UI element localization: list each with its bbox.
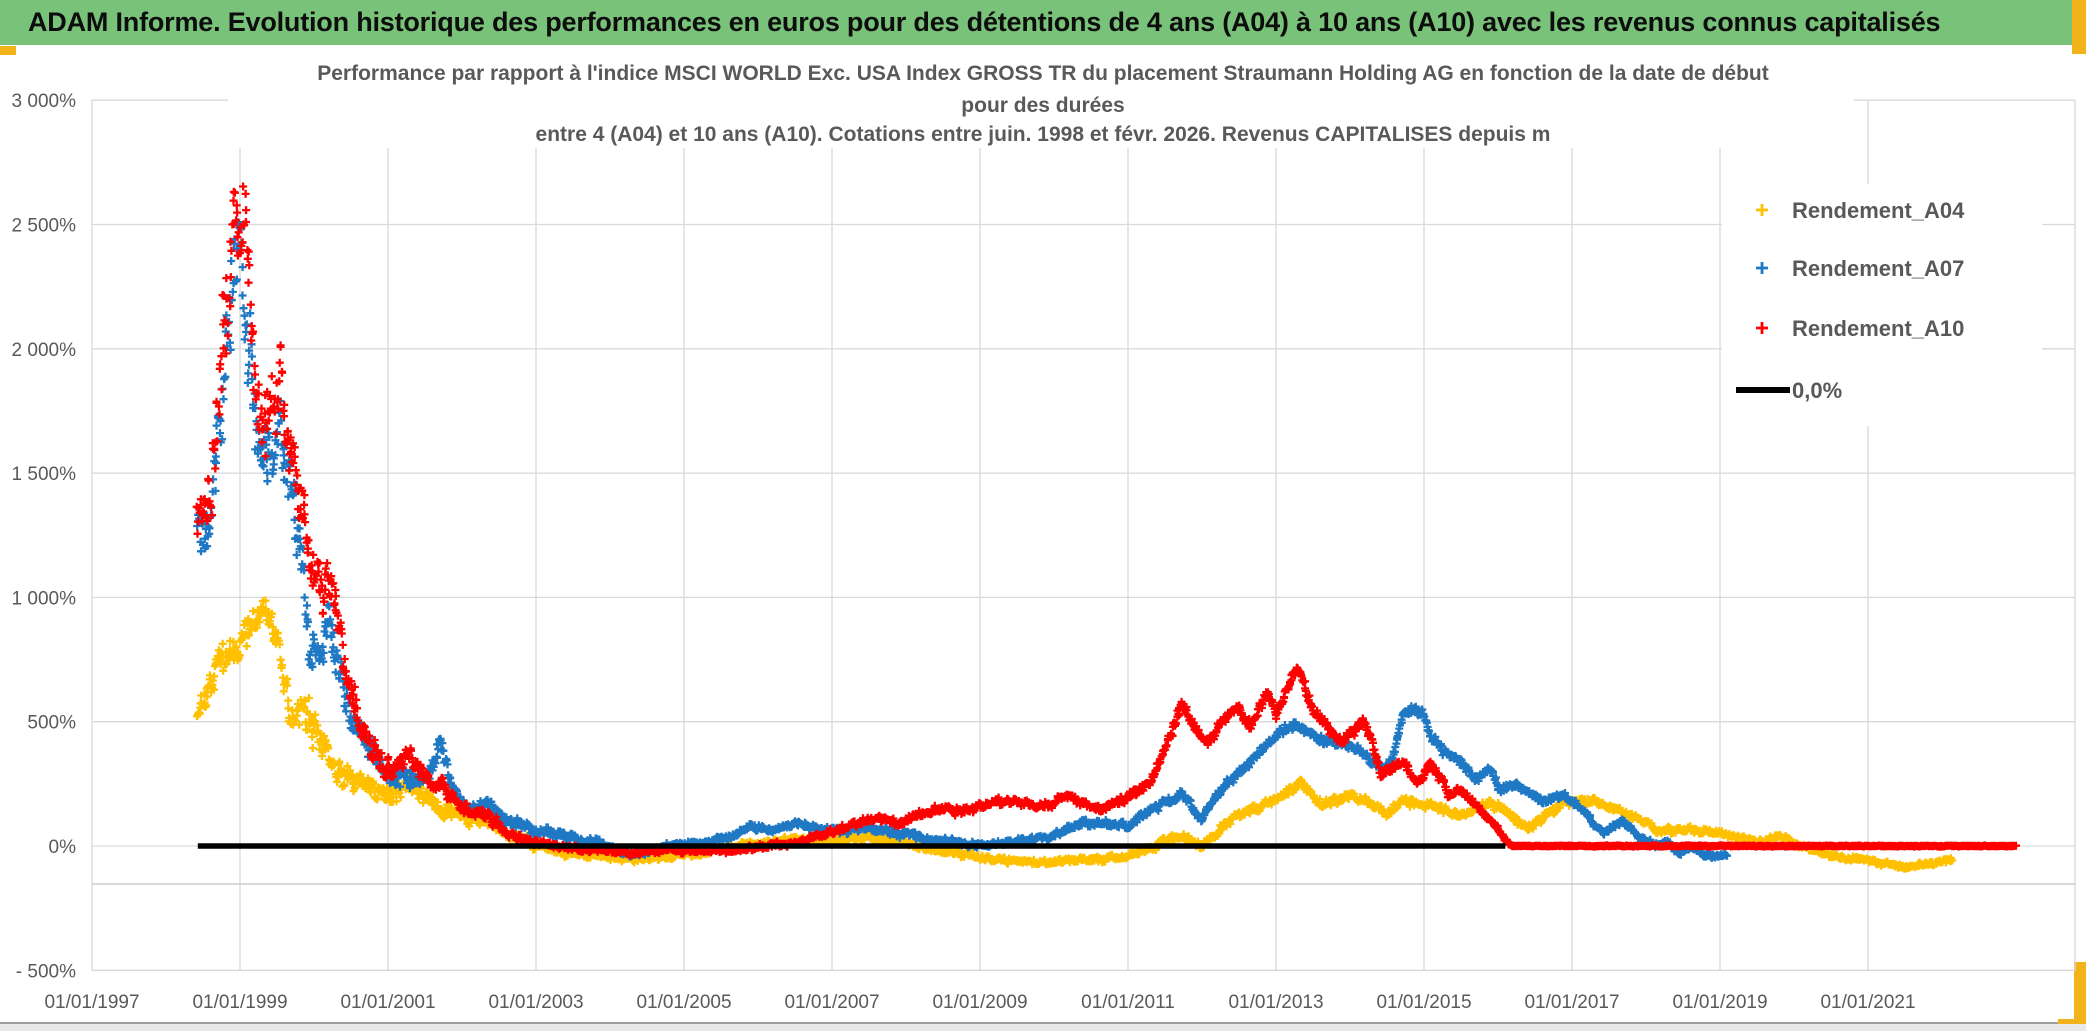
legend: Rendement_A04 Rendement_A07 Rendement_A10 0… bbox=[1722, 184, 2042, 426]
gold-accent-top-right bbox=[2072, 0, 2086, 54]
x-axis-labels: 01/01/1997 01/01/1999 01/01/2001 01/01/2003… bbox=[44, 992, 1915, 1013]
legend-marker-plus bbox=[1756, 322, 1768, 334]
chart-title-line-1: Performance par rapport à l'indice MSCI … bbox=[317, 62, 1768, 85]
x-tick-label: 01/01/2015 bbox=[1376, 992, 1471, 1013]
sheet-title-bar: ADAM Informe. Evolution historique des p… bbox=[0, 0, 2072, 45]
y-tick-label: 3 000% bbox=[12, 91, 77, 112]
x-tick-label: 01/01/2017 bbox=[1524, 992, 1619, 1013]
legend-item-rendement-a04[interactable]: Rendement_A04 bbox=[1756, 198, 1965, 223]
x-tick-label: 01/01/2011 bbox=[1081, 992, 1175, 1013]
legend-label: 0,0% bbox=[1792, 378, 1842, 403]
legend-background bbox=[1722, 184, 2042, 426]
x-tick-label: 01/01/2019 bbox=[1672, 992, 1767, 1013]
legend-item-rendement-a07[interactable]: Rendement_A07 bbox=[1756, 256, 1964, 281]
sheet-title: ADAM Informe. Evolution historique des p… bbox=[28, 7, 1941, 37]
x-tick-label: 01/01/2009 bbox=[932, 992, 1027, 1013]
x-tick-label: 01/01/2021 bbox=[1820, 992, 1915, 1013]
y-tick-label: 2 000% bbox=[12, 340, 77, 361]
y-tick-label: 2 500% bbox=[12, 216, 77, 237]
legend-label: Rendement_A07 bbox=[1792, 256, 1964, 281]
chart-title-line-3: entre 4 (A04) et 10 ans (A10). Cotations… bbox=[536, 123, 1551, 146]
x-tick-label: 01/01/1999 bbox=[192, 992, 287, 1013]
legend-item-rendement-a10[interactable]: Rendement_A10 bbox=[1756, 316, 1964, 341]
bottom-strip bbox=[0, 1024, 2086, 1031]
series-rendement_a10-points[interactable] bbox=[192, 182, 2020, 860]
legend-label: Rendement_A04 bbox=[1792, 198, 1965, 223]
y-tick-label: 1 500% bbox=[12, 464, 77, 485]
bottom-rule bbox=[0, 1022, 2058, 1024]
y-tick-label: 500% bbox=[27, 713, 76, 734]
legend-marker-plus bbox=[1756, 204, 1768, 216]
x-tick-label: 01/01/2007 bbox=[784, 992, 879, 1013]
chart-title-line-2: pour des durées bbox=[961, 94, 1124, 117]
y-tick-label: 0% bbox=[49, 837, 77, 858]
y-tick-label: - 500% bbox=[16, 961, 76, 982]
gold-accent-right-edge bbox=[2074, 962, 2086, 1031]
x-tick-label: 01/01/2013 bbox=[1228, 992, 1323, 1013]
legend-item-0-0-[interactable]: 0,0% bbox=[1736, 378, 1842, 403]
x-tick-label: 01/01/1997 bbox=[44, 992, 139, 1013]
title-background bbox=[228, 52, 1854, 148]
x-tick-label: 01/01/2003 bbox=[488, 992, 583, 1013]
x-tick-label: 01/01/2001 bbox=[340, 992, 435, 1013]
legend-label: Rendement_A10 bbox=[1792, 316, 1964, 341]
gold-accent-top-left bbox=[0, 46, 16, 55]
x-tick-label: 01/01/2005 bbox=[636, 992, 731, 1013]
legend-marker-plus bbox=[1756, 262, 1768, 274]
y-axis-labels: 3 000% 2 500% 2 000% 1 500% 1 000% 500% 0% - 50… bbox=[12, 91, 77, 982]
y-tick-label: 1 000% bbox=[12, 588, 77, 609]
